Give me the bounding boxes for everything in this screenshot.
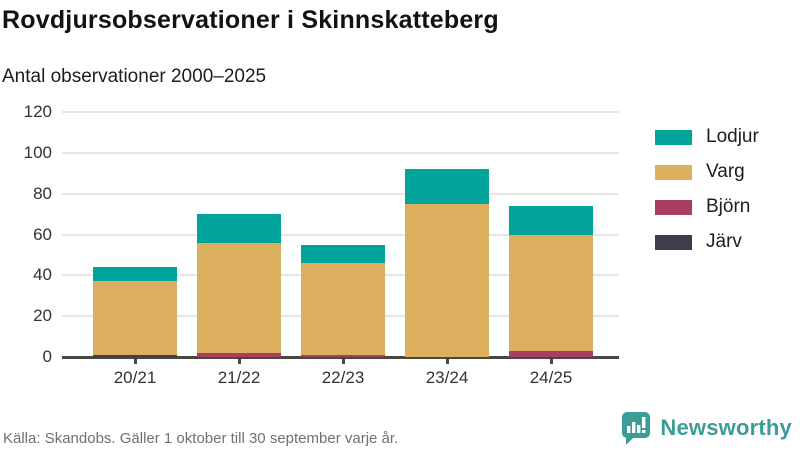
legend: Lodjur Varg Björn Järv	[655, 126, 759, 266]
bar-23/24	[405, 112, 489, 357]
segment-lodjur	[509, 205, 593, 235]
segment-björn	[301, 354, 385, 357]
y-tick-label: 20	[33, 306, 52, 326]
bar-22/23	[301, 112, 385, 357]
segment-lodjur	[197, 214, 281, 243]
segment-lodjur	[301, 244, 385, 264]
segment-varg	[509, 234, 593, 351]
legend-item-björn: Björn	[655, 196, 759, 218]
segment-björn	[197, 352, 281, 357]
plot-area	[62, 111, 619, 359]
legend-label: Järv	[706, 231, 742, 252]
segment-varg	[301, 263, 385, 355]
gridline-80	[62, 192, 619, 195]
x-tick-label: 24/25	[529, 368, 573, 387]
legend-swatch	[655, 234, 692, 250]
segment-lodjur	[405, 169, 489, 204]
x-tick	[134, 358, 137, 364]
x-tick	[342, 358, 345, 364]
segment-järv	[93, 354, 177, 357]
legend-label: Lodjur	[706, 126, 759, 147]
x-tick-label: 20/21	[113, 368, 157, 387]
y-tick-label: 40	[33, 265, 52, 285]
segment-varg	[93, 281, 177, 355]
legend-item-lodjur: Lodjur	[655, 126, 759, 148]
brand-logo: Newsworthy	[619, 410, 792, 446]
gridline-100	[62, 151, 619, 154]
x-tick	[550, 358, 553, 364]
legend-swatch	[655, 129, 692, 145]
x-axis-line	[62, 356, 619, 359]
segment-björn	[509, 350, 593, 357]
newsworthy-icon	[622, 412, 651, 445]
y-tick-label: 80	[33, 183, 52, 203]
gridline-60	[62, 233, 619, 236]
brand-name: Newsworthy	[660, 415, 792, 440]
y-tick-label: 100	[23, 142, 52, 162]
gridline-120	[62, 111, 619, 113]
segment-varg	[405, 203, 489, 357]
bar-21/22	[197, 112, 281, 357]
y-tick-label: 60	[33, 224, 52, 244]
segment-lodjur	[93, 267, 177, 282]
x-tick	[238, 358, 241, 364]
y-tick-label: 120	[23, 102, 52, 121]
x-tick-label: 23/24	[425, 368, 469, 387]
page-title: Rovdjursobservationer i Skinnskatteberg	[2, 6, 499, 34]
x-tick-label: 22/23	[321, 368, 365, 387]
legend-item-varg: Varg	[655, 161, 759, 183]
y-tick-label: 0	[42, 347, 52, 366]
legend-label: Varg	[706, 161, 745, 182]
bar-24/25	[509, 112, 593, 357]
legend-label: Björn	[706, 196, 751, 217]
legend-swatch	[655, 164, 692, 180]
speech-bubble-shape	[622, 412, 651, 445]
x-tick	[446, 358, 449, 364]
legend-swatch	[655, 199, 692, 215]
x-tick-label: 21/22	[217, 368, 261, 387]
segment-varg	[197, 242, 281, 353]
chart-subtitle: Antal observationer 2000–2025	[2, 66, 267, 87]
legend-item-järv: Järv	[655, 231, 759, 253]
bar-20/21	[93, 112, 177, 357]
y-axis-labels: 0 20 40 60 80 100 120	[0, 102, 52, 366]
source-note: Källa: Skandobs. Gäller 1 oktober till 3…	[3, 430, 399, 447]
